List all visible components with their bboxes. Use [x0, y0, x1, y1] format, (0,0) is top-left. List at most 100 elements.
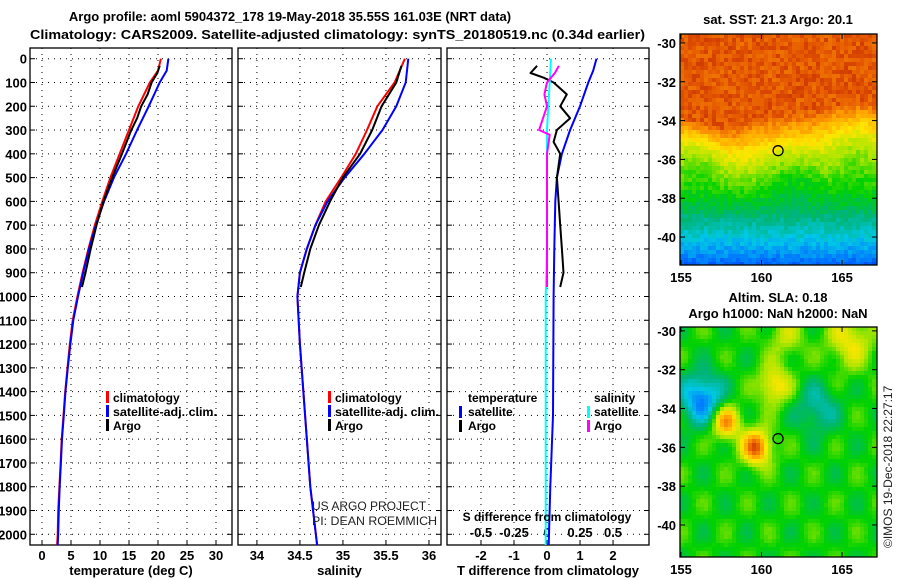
map-cell — [832, 230, 837, 235]
map-cell — [716, 62, 721, 67]
map-cell — [864, 443, 869, 448]
map-cell — [856, 190, 861, 195]
map-cell — [864, 126, 869, 131]
map-cell — [860, 230, 865, 235]
map-cell — [760, 42, 765, 47]
map-cell — [692, 130, 697, 135]
map-cell — [836, 379, 841, 384]
map-cell — [700, 367, 705, 372]
map-cell — [828, 423, 833, 428]
map-cell — [716, 34, 721, 39]
map-cell — [848, 130, 853, 135]
map-cell — [728, 351, 733, 356]
map-cell — [836, 142, 841, 147]
map-cell — [832, 246, 837, 251]
map-cell — [800, 110, 805, 115]
map-cell — [708, 202, 713, 207]
map-cell — [776, 335, 781, 340]
map-cell — [836, 463, 841, 468]
map-cell — [852, 367, 857, 372]
map-cell — [744, 142, 749, 147]
map-cell — [772, 46, 777, 51]
map-cell — [848, 154, 853, 159]
map-cell — [696, 102, 701, 107]
map-cell — [868, 70, 873, 75]
map-cell — [760, 110, 765, 115]
map-cell — [836, 134, 841, 139]
map-cell — [712, 130, 717, 135]
map-cell — [704, 391, 709, 396]
map-cell — [760, 359, 765, 364]
map-cell — [688, 447, 693, 452]
map-cell — [700, 419, 705, 424]
map-cell — [708, 178, 713, 183]
map-cell — [732, 202, 737, 207]
map-cell — [832, 138, 837, 143]
map-cell — [832, 74, 837, 79]
map-cell — [792, 142, 797, 147]
map-cell — [852, 102, 857, 107]
map-cell — [680, 447, 685, 452]
map-cell — [704, 363, 709, 368]
map-cell — [840, 98, 845, 103]
map-cell — [864, 415, 869, 420]
map-cell — [856, 98, 861, 103]
map-cell — [872, 126, 877, 131]
map-cell — [792, 447, 797, 452]
map-cell — [840, 74, 845, 79]
map-cell — [788, 411, 793, 416]
map-cell — [728, 66, 733, 71]
map-cell — [724, 158, 729, 163]
map-cell — [772, 222, 777, 227]
map-cell — [796, 331, 801, 336]
map-cell — [832, 411, 837, 416]
map-cell — [800, 238, 805, 243]
map-cell — [776, 363, 781, 368]
map-cell — [704, 262, 709, 266]
map-cell — [764, 82, 769, 87]
map-cell — [716, 230, 721, 235]
map-cell — [780, 38, 785, 43]
map-cell — [740, 347, 745, 352]
map-cell — [844, 42, 849, 47]
map-cell — [720, 126, 725, 131]
map-cell — [732, 399, 737, 404]
map-cell — [760, 62, 765, 67]
map-cell — [776, 447, 781, 452]
map-cell — [824, 86, 829, 91]
map-cell — [864, 74, 869, 79]
s-diff-tick-label: -0.25 — [499, 525, 529, 540]
map-cell — [692, 391, 697, 396]
map-cell — [760, 138, 765, 143]
map-cell — [740, 226, 745, 231]
map-cell — [784, 78, 789, 83]
map-cell — [848, 407, 853, 412]
map-cell — [732, 419, 737, 424]
map-cell — [696, 42, 701, 47]
map-cell — [796, 234, 801, 239]
map-cell — [700, 427, 705, 432]
map-cell — [756, 182, 761, 187]
map-cell — [812, 202, 817, 207]
map-cell — [720, 90, 725, 95]
map-cell — [828, 134, 833, 139]
map-cell — [756, 106, 761, 111]
map-cell — [692, 343, 697, 348]
map-cell — [728, 335, 733, 340]
map-cell — [860, 367, 865, 372]
map-cell — [812, 355, 817, 360]
map-cell — [816, 126, 821, 131]
map-cell — [816, 399, 821, 404]
map-cell — [836, 331, 841, 336]
map-cell — [868, 258, 873, 263]
map-cell — [808, 134, 813, 139]
map-cell — [688, 170, 693, 175]
map-cell — [860, 142, 865, 147]
map-cell — [724, 242, 729, 247]
map-cell — [800, 86, 805, 91]
map-cell — [760, 102, 765, 107]
map-cell — [768, 395, 773, 400]
map-cell — [784, 50, 789, 55]
map-cell — [720, 82, 725, 87]
map-cell — [816, 162, 821, 167]
